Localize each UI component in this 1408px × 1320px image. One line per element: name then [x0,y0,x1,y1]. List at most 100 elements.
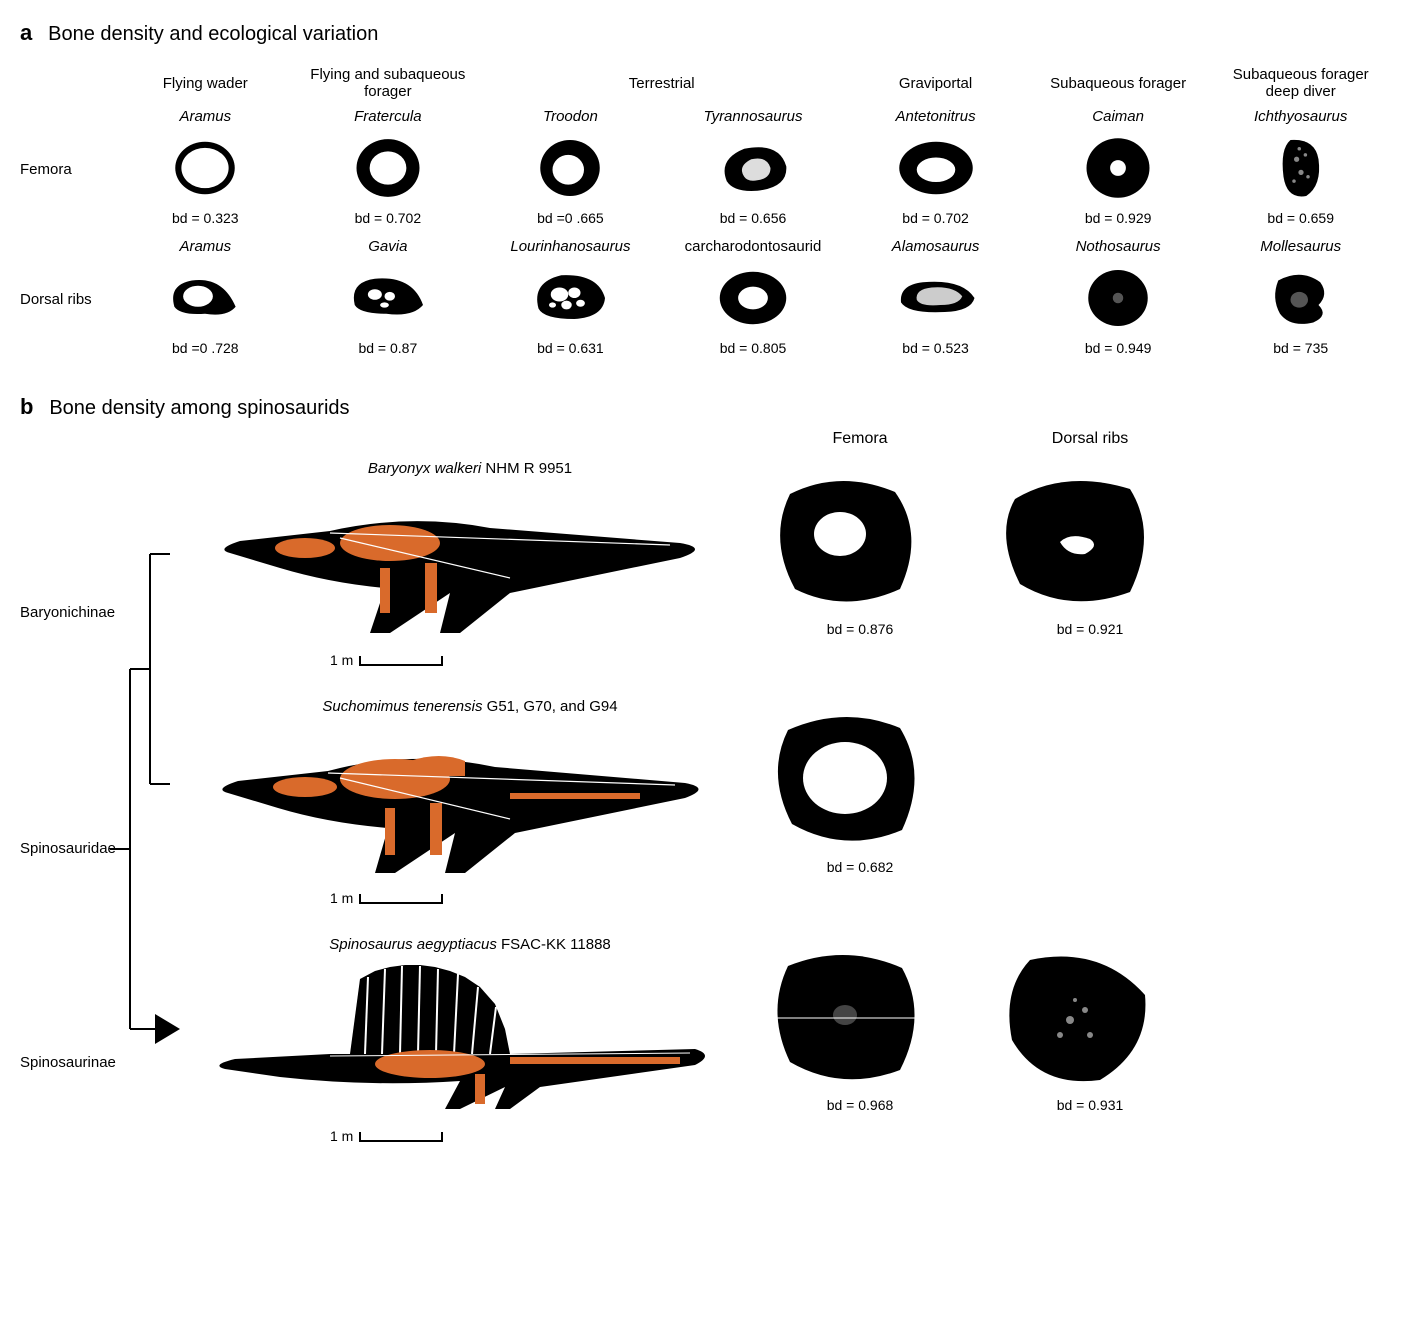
panel-a: a Bone density and ecological variation … [20,20,1388,364]
bd-value: bd = 0.921 [990,621,1190,637]
ecology-grid: Flying wader Flying and subaqueous forag… [20,62,1388,364]
taxon-title: Baryonyx walkeri NHM R 9951 [210,460,730,477]
skeleton-cell: Suchomimus tenerensis G51, G70, and G94 … [210,692,730,930]
cross-section-icon [343,133,433,203]
cross-section-icon [760,702,930,852]
cross-section-icon [160,263,250,333]
panel-b-title: Bone density among spinosaurids [49,397,349,420]
taxon-name: Mollesaurus [1215,238,1386,255]
specimen-cell: Lourinhanosaurus bd = 0.631 [483,234,658,364]
taxon-name: Caiman [1033,108,1204,125]
specimen-cell: Aramus bd = 0.323 [118,104,293,234]
panel-b: b Bone density among spinosaurids Femora… [20,394,1388,1168]
col-header-femora: Femora [760,430,960,454]
scale-bar: 1 m [330,652,730,668]
bd-value: bd = 0.949 [1033,340,1204,356]
bd-value: bd = 0.87 [303,340,474,356]
cladogram: Baryonichinae Spinosauridae Spinosaurina… [20,454,180,1168]
cross-section-icon [1256,263,1346,333]
specimen-cell: Ichthyosaurus bd = 0.659 [1213,104,1388,234]
specimen-cell: Alamosaurus bd = 0.523 [848,234,1023,364]
bd-value: bd = 0.805 [668,340,839,356]
cross-section-icon [990,940,1160,1090]
taxon-name: Tyrannosaurus [668,108,839,125]
bd-value: bd = 0.876 [760,621,960,637]
eco-header: Flying and subaqueous forager [301,62,476,104]
rib-xsec-cell [990,692,1190,930]
cross-section-icon [343,263,433,333]
scale-bar: 1 m [330,890,730,906]
bd-value: bd = 0.968 [760,1097,960,1113]
skeleton-cell: Spinosaurus aegyptiacus FSAC-KK 11888 1 … [210,930,730,1168]
specimen-cell: Nothosaurus bd = 0.949 [1031,234,1206,364]
cross-section-icon [1073,133,1163,203]
cross-section-icon [891,263,981,333]
rib-xsec-cell: bd = 0.921 [990,454,1190,692]
cross-section-icon [760,464,930,614]
taxon-name: Antetonitrus [850,108,1021,125]
cross-section-icon [760,940,930,1090]
femur-xsec-cell: bd = 0.876 [760,454,960,692]
bd-value: bd = 0.323 [120,210,291,226]
cross-section-icon [525,263,615,333]
taxon-name: Aramus [120,108,291,125]
panel-a-label: a [20,20,32,46]
specimen-cell: carcharodontosaurid bd = 0.805 [666,234,841,364]
specimen-cell: Caiman bd = 0.929 [1031,104,1206,234]
specimen-cell: Troodon bd =0 .665 [483,104,658,234]
clade-label: Spinosaurinae [20,1054,116,1071]
row-label-femora: Femora [20,104,110,234]
cross-section-icon [891,133,981,203]
taxon-name: Ichthyosaurus [1215,108,1386,125]
eco-header: Subaqueous forager deep diver [1213,62,1388,104]
scale-bar: 1 m [330,1128,730,1144]
cross-section-icon [160,133,250,203]
cross-section-icon [708,133,798,203]
row-label-ribs: Dorsal ribs [20,234,110,364]
bd-value: bd = 0.682 [760,859,960,875]
rib-xsec-cell: bd = 0.931 [990,930,1190,1168]
eco-header: Flying wader [118,62,293,104]
taxon-name: Gavia [303,238,474,255]
bd-value: bd =0 .665 [485,210,656,226]
cross-section-icon [708,263,798,333]
bd-value: bd = 0.659 [1215,210,1386,226]
cross-section-icon [990,464,1160,614]
taxon-name: Nothosaurus [1033,238,1204,255]
specimen-cell: Mollesaurus bd = 735 [1213,234,1388,364]
bd-value: bd = 735 [1215,340,1386,356]
skeleton-icon [210,721,710,881]
specimen-cell: Fratercula bd = 0.702 [301,104,476,234]
eco-header: Graviportal [848,62,1023,104]
bd-value: bd =0 .728 [120,340,291,356]
specimen-cell: Tyrannosaurus bd = 0.656 [666,104,841,234]
taxon-name: Alamosaurus [850,238,1021,255]
eco-header: Subaqueous forager [1031,62,1206,104]
taxon-name: Fratercula [303,108,474,125]
taxon-name: Lourinhanosaurus [485,238,656,255]
taxon-title: Suchomimus tenerensis G51, G70, and G94 [210,698,730,715]
bd-value: bd = 0.523 [850,340,1021,356]
taxon-name: carcharodontosaurid [668,238,839,255]
skeleton-icon [210,483,710,643]
bd-value: bd = 0.929 [1033,210,1204,226]
eco-header: Terrestrial [483,62,840,104]
femur-xsec-cell: bd = 0.682 [760,692,960,930]
panel-a-title: Bone density and ecological variation [48,23,378,46]
col-header-ribs: Dorsal ribs [990,430,1190,454]
cross-section-icon [1073,263,1163,333]
taxon-title: Spinosaurus aegyptiacus FSAC-KK 11888 [210,936,730,953]
bd-value: bd = 0.702 [850,210,1021,226]
taxon-name: Aramus [120,238,291,255]
panel-b-label: b [20,394,33,420]
clade-label-root: Spinosauridae [20,840,116,857]
bd-value: bd = 0.656 [668,210,839,226]
femur-xsec-cell: bd = 0.968 [760,930,960,1168]
bd-value: bd = 0.631 [485,340,656,356]
skeleton-icon [210,959,710,1119]
taxon-name: Troodon [485,108,656,125]
bd-value: bd = 0.931 [990,1097,1190,1113]
specimen-cell: Aramus bd =0 .728 [118,234,293,364]
cross-section-icon [525,133,615,203]
specimen-cell: Antetonitrus bd = 0.702 [848,104,1023,234]
